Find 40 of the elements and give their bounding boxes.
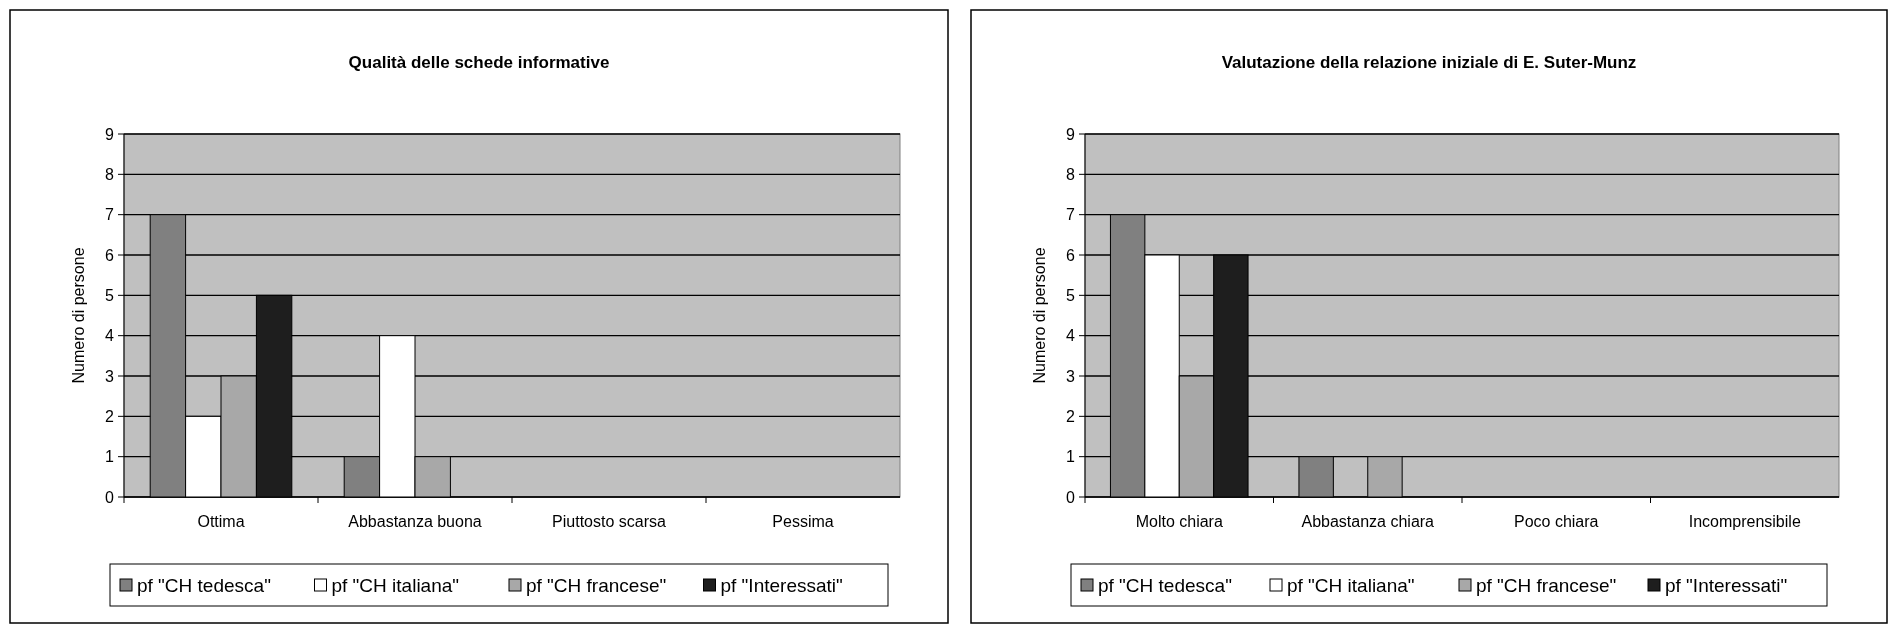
y-tick-label: 1 (1066, 448, 1076, 466)
legend-label: pf "Interessati" (1665, 574, 1788, 596)
y-tick-label: 7 (105, 206, 115, 224)
y-tick-label: 5 (105, 286, 115, 304)
legend-label: pf "CH francese" (526, 574, 667, 596)
y-tick-label: 3 (1066, 367, 1076, 385)
y-tick-label: 4 (105, 327, 115, 345)
y-tick-label: 6 (105, 246, 115, 264)
legend-label: pf "CH italiana" (331, 574, 460, 596)
legend-label: pf "Interessati" (720, 574, 843, 596)
y-tick-label: 0 (1066, 488, 1076, 506)
legend-label: pf "CH italiana" (1287, 574, 1415, 596)
x-tick-label: Molto chiara (1135, 513, 1223, 530)
y-tick-label: 5 (1066, 286, 1076, 304)
y-tick-label: 2 (1066, 407, 1076, 425)
y-tick-label: 9 (105, 125, 115, 143)
y-tick-label: 6 (1066, 246, 1076, 264)
y-tick-label: 8 (105, 165, 115, 183)
x-tick-label: Abbastanza buona (348, 513, 482, 530)
legend-label: pf "CH francese" (1476, 574, 1617, 596)
x-tick-label: Ottima (197, 513, 245, 530)
y-tick-label: 3 (105, 367, 115, 385)
y-tick-label: 0 (105, 488, 115, 506)
chart-title: Qualità delle schede informative (348, 53, 610, 72)
x-tick-label: Poco chiara (1514, 513, 1599, 530)
y-tick-label: 1 (105, 448, 115, 466)
x-tick-label: Abbastanza chiara (1301, 513, 1435, 530)
x-tick-label: Pessima (772, 513, 834, 530)
y-tick-label: 9 (1066, 125, 1076, 143)
y-axis-title: Numero di persone (1031, 247, 1048, 384)
y-tick-label: 4 (1066, 327, 1076, 345)
x-tick-label: Piuttosto scarsa (552, 513, 667, 530)
y-axis-title: Numero di persone (70, 247, 87, 384)
chart-title: Valutazione della relazione iniziale di E. Suter-Munz (1221, 53, 1637, 72)
x-tick-label: Incomprensibile (1688, 513, 1801, 530)
y-tick-label: 2 (105, 407, 115, 425)
legend-label: pf "CH tedesca" (137, 574, 271, 596)
y-tick-label: 8 (1066, 165, 1076, 183)
y-tick-label: 7 (1066, 206, 1076, 224)
legend-label: pf "CH tedesca" (1098, 574, 1232, 596)
